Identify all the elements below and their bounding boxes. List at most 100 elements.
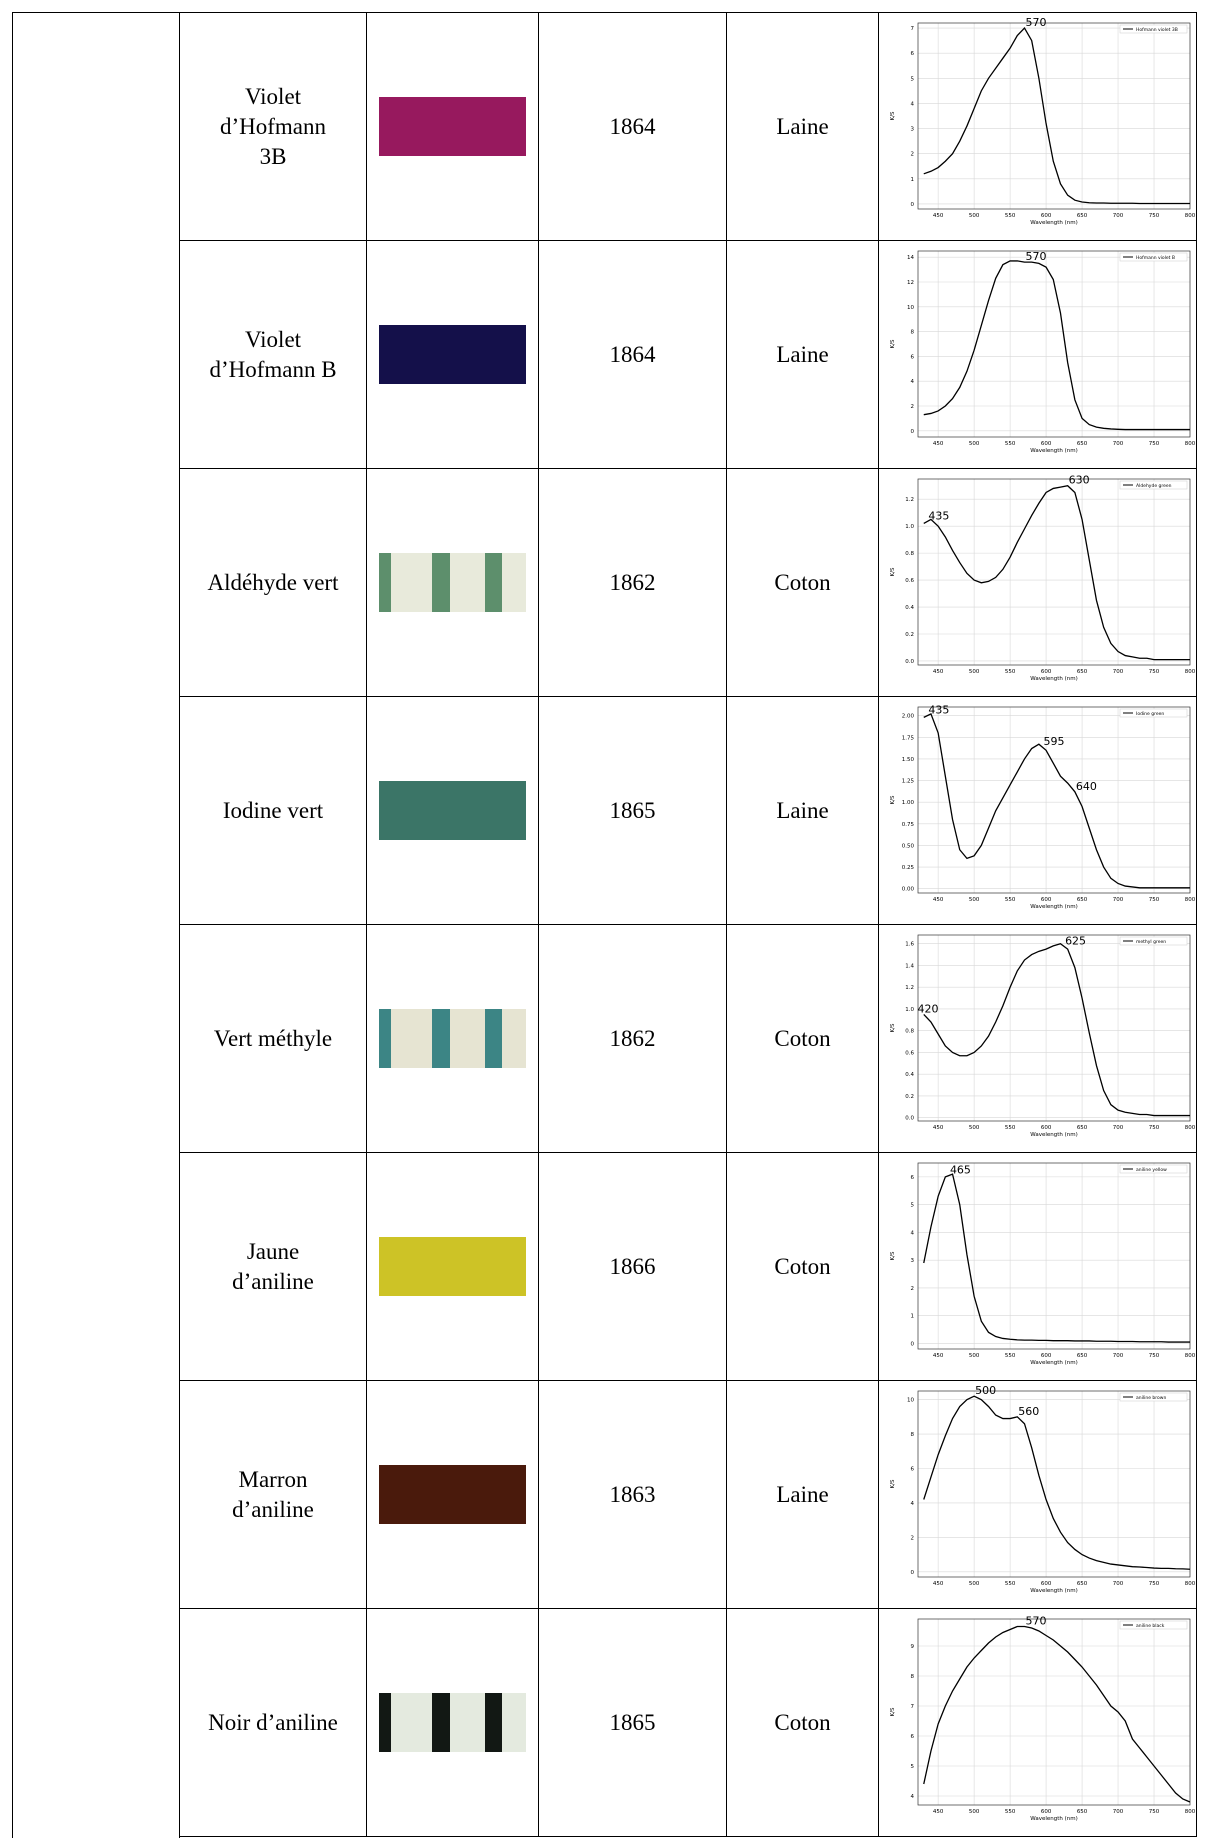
x-tick-label: 700 [1112,1125,1123,1131]
x-tick-label: 500 [968,1125,979,1131]
x-axis-label: Wavelength (nm) [1030,448,1078,454]
swatch-stripe [431,553,450,612]
x-tick-label: 450 [932,213,943,219]
y-tick-label: 0 [910,1341,914,1347]
year-cell: 1863 [538,1380,727,1609]
y-tick-label: 0.25 [901,865,914,871]
year: 1864 [609,113,656,139]
spectrum-line [923,26,1190,204]
legend-label: aniline black [1136,1622,1165,1628]
x-tick-label: 700 [1112,669,1123,675]
x-tick-label: 500 [968,669,979,675]
peak-label: 630 [1068,473,1089,486]
y-tick-label: 10 [907,1397,914,1403]
dye-name: Aldéhyde vert [207,569,339,595]
year-cell: 1864 [538,240,727,469]
dye-name: Marron [238,1466,308,1492]
swatch-cell [366,1608,539,1837]
x-tick-label: 750 [1148,1809,1159,1815]
y-tick-label: 10 [907,304,914,310]
x-tick-label: 800 [1184,897,1195,903]
name-cell: Marron d’aniline [179,1380,367,1609]
peak-label: 570 [1025,16,1046,29]
x-axis-label: Wavelength (nm) [1030,1132,1078,1138]
y-tick-label: 4 [910,1230,914,1236]
x-tick-label: 450 [932,1125,943,1131]
year-cell: 1862 [538,468,727,697]
y-tick-label: 12 [907,280,914,286]
x-tick-label: 700 [1112,441,1123,447]
swatch-cell [366,12,539,241]
year-cell: 1862 [538,924,727,1153]
swatch-stripe [431,1009,450,1068]
x-tick-label: 800 [1184,213,1195,219]
legend-label: methyl green [1136,938,1166,944]
x-tick-label: 600 [1040,1353,1051,1359]
x-axis-label: Wavelength (nm) [1030,1360,1078,1366]
swatch [379,1237,526,1296]
y-tick-label: 9 [910,1644,914,1650]
x-tick-label: 450 [932,897,943,903]
x-tick-label: 500 [968,1809,979,1815]
chart-cell: 450 500 550 600 650 700 750 800 0 1 2 3 4 5 6 7 Waveleng… [878,12,1197,241]
x-tick-label: 450 [932,669,943,675]
y-tick-label: 0 [910,1569,914,1575]
y-tick-label: 0.4 [905,605,914,611]
x-tick-label: 600 [1040,1125,1051,1131]
spectrum-chart: 450 500 550 600 650 700 750 800 0 2 4 6 8 10 12 14 Wavel… [890,250,1196,454]
peak-label: 560 [1018,1404,1039,1417]
x-tick-label: 700 [1112,213,1123,219]
y-tick-label: 0.8 [905,551,914,557]
dye-name: 3B [259,143,287,169]
fiber-cell: Laine [726,1380,879,1609]
x-tick-label: 550 [1004,213,1015,219]
chart-cell: 450 500 550 600 650 700 750 800 4 5 6 7 8 9 Wavelength… [878,1608,1197,1837]
swatch-stripe [379,1009,391,1068]
plot-frame [917,1390,1190,1577]
x-tick-label: 450 [932,1353,943,1359]
swatch-cell [366,1380,539,1609]
plot-frame [917,1618,1190,1805]
y-tick-label: 1.2 [905,497,914,503]
legend-label: Iodine green [1136,710,1164,716]
swatch-cell [366,696,539,925]
x-tick-label: 550 [1004,1353,1015,1359]
swatch [379,325,526,384]
year: 1862 [609,569,656,595]
fiber: Coton [774,1025,831,1051]
x-axis-label: Wavelength (nm) [1030,676,1078,682]
x-tick-label: 800 [1184,1581,1195,1587]
swatch-cell [366,1152,539,1381]
legend-box [1119,1392,1187,1401]
x-tick-label: 450 [932,1581,943,1587]
spectrum-chart: 450 500 550 600 650 700 750 800 0.0 0.2 0.4 0.6 0.8 1… [890,934,1196,1138]
spectrum-chart: 450 500 550 600 650 700 750 800 0 1 2 3 4 5 6 Wavelengt… [890,1162,1195,1366]
x-tick-label: 750 [1148,1125,1159,1131]
year: 1863 [609,1481,656,1507]
spectrum-line [922,1625,1190,1803]
y-tick-label: 0.0 [905,658,914,664]
name-cell: Jaune d’aniline [179,1152,367,1381]
peak-label: 570 [1025,1614,1046,1627]
x-tick-label: 750 [1148,897,1159,903]
y-tick-label: 5 [910,76,914,82]
spectrum-chart: 450 500 550 600 650 700 750 800 0.00 0.25 0.50 0.75… [890,703,1196,910]
x-axis-label: Wavelength (nm) [1030,904,1078,910]
chart-cell: 450 500 550 600 650 700 750 800 0 1 2 3 4 5 6 Wavelengt… [878,1152,1197,1381]
y-tick-label: 1 [910,1313,914,1319]
y-tick-label: 5 [910,1764,914,1770]
dye-name: d’aniline [232,1268,314,1294]
year-cell: 1864 [538,12,727,241]
x-tick-label: 600 [1040,1581,1051,1587]
y-tick-label: 3 [910,1258,914,1264]
name-cell: Noir d’aniline [179,1608,367,1837]
legend-box [1119,480,1187,489]
x-tick-label: 800 [1184,1809,1195,1815]
x-tick-label: 500 [968,897,979,903]
chart-cell: 450 500 550 600 650 700 750 800 0.0 0.2 0.4 0.6 0.8 1… [878,924,1197,1153]
y-tick-label: 5 [910,1202,914,1208]
y-tick-label: 1.75 [901,735,914,741]
x-tick-label: 450 [932,1809,943,1815]
y-tick-label: 0.00 [901,886,914,892]
year: 1862 [609,1025,656,1051]
